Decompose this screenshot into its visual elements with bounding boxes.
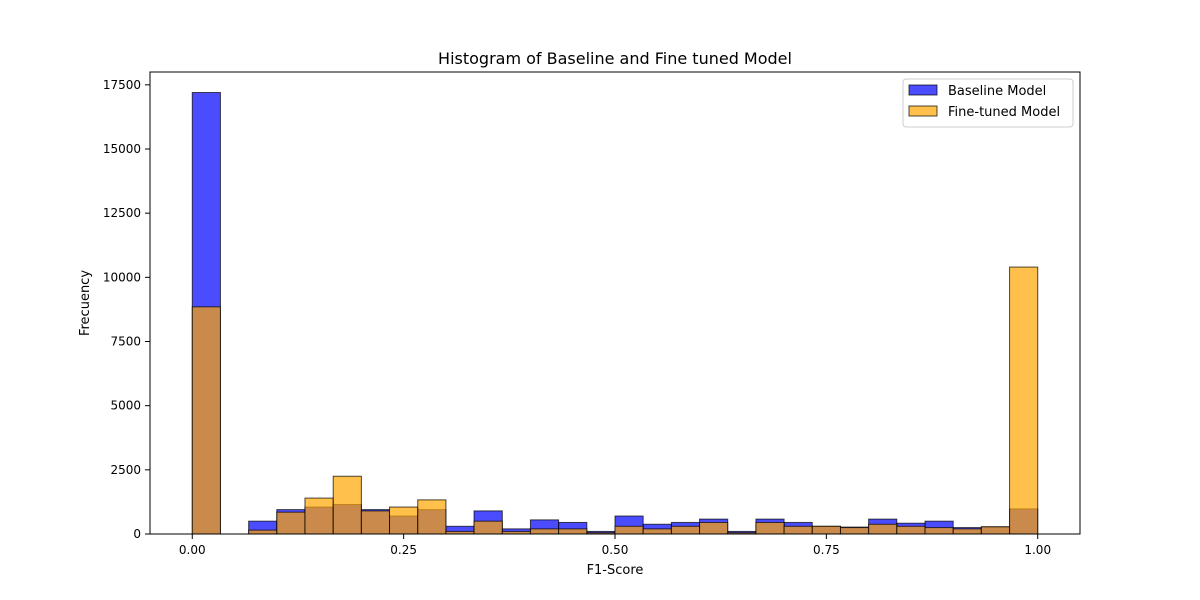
y-tick-label: 2500 (110, 463, 141, 477)
bar-fine-tuned-bin-25 (896, 525, 926, 535)
bar-fine-tuned-bin-0 (191, 306, 221, 535)
x-axis-label: F1-Score (587, 563, 644, 578)
bar-fine-tuned-bin-21 (783, 525, 813, 535)
bar-fine-tuned-bin-3 (276, 511, 306, 535)
y-tick-label: 10000 (103, 270, 141, 284)
legend-label-baseline: Baseline Model (948, 84, 1046, 99)
legend-label-fine-tuned: Fine-tuned Model (948, 105, 1060, 120)
bar-fine-tuned-bin-17 (670, 525, 701, 535)
bar-fine-tuned-bin-28 (980, 526, 1011, 535)
bar-fine-tuned-bin-10 (473, 520, 503, 535)
y-tick-label: 0 (133, 527, 141, 541)
bar-fine-tuned-bin-24 (868, 523, 898, 535)
bar-fine-tuned-bin-8 (417, 499, 447, 535)
legend-box (902, 78, 1074, 128)
bar-fine-tuned-bin-7 (389, 506, 419, 535)
bar-fine-tuned-bin-4 (304, 497, 334, 535)
bar-fine-tuned-bin-20 (755, 521, 785, 535)
y-tick-label: 12500 (103, 206, 141, 220)
bar-fine-tuned-bin-22 (811, 525, 841, 535)
bar-fine-tuned-bin-13 (558, 528, 588, 535)
x-tick-label: 0.25 (390, 543, 417, 557)
bars-group (191, 92, 1039, 535)
bar-fine-tuned-bin-16 (642, 528, 672, 535)
bar-fine-tuned-bin-15 (614, 525, 644, 535)
y-tick-label: 17500 (103, 78, 141, 92)
y-tick-label: 5000 (110, 399, 141, 413)
bar-fine-tuned-bin-5 (332, 475, 362, 535)
legend: Baseline Model Fine-tuned Model (902, 78, 1074, 128)
bar-fine-tuned-bin-23 (839, 527, 870, 535)
bar-fine-tuned-bin-2 (248, 529, 278, 535)
x-tick-label: 0.75 (813, 543, 840, 557)
y-tick-label: 7500 (110, 335, 141, 349)
y-tick-label: 15000 (103, 142, 141, 156)
bar-fine-tuned-bin-26 (924, 527, 954, 535)
x-tick-label: 1.00 (1024, 543, 1051, 557)
legend-swatch-fine-tuned (908, 105, 938, 117)
legend-swatch-baseline (908, 84, 938, 96)
bar-fine-tuned-bin-6 (360, 510, 391, 535)
chart-title: Histogram of Baseline and Fine tuned Mod… (438, 49, 792, 68)
bar-fine-tuned-bin-27 (952, 528, 982, 535)
bar-fine-tuned-bin-18 (699, 521, 729, 535)
bar-fine-tuned-bin-29 (1009, 266, 1039, 535)
y-axis-label: Frecuency (78, 270, 93, 336)
bar-fine-tuned-bin-12 (529, 528, 560, 535)
x-tick-label: 0.00 (179, 543, 206, 557)
x-tick-label: 0.50 (602, 543, 629, 557)
axes-group: 0.00 0.25 0.50 0.75 1.00 0 2500 5000 7500 10000 12… (103, 71, 1081, 557)
